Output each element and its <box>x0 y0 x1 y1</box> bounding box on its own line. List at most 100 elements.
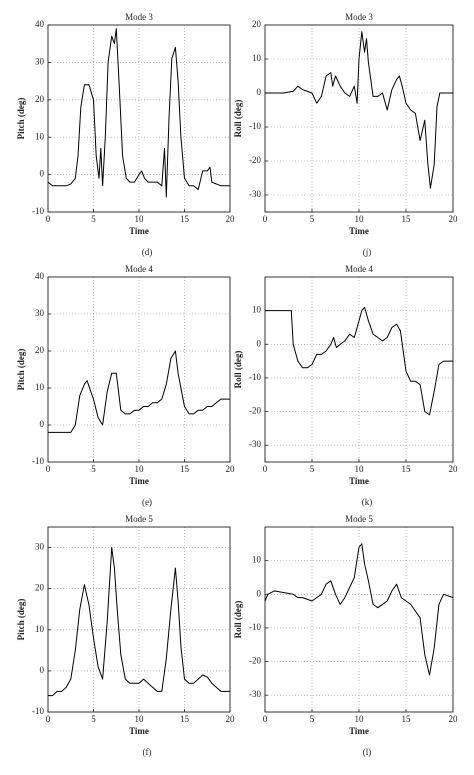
chart-title: Mode 3 <box>125 12 153 22</box>
x-tick-label: 15 <box>180 464 190 474</box>
x-axis-label: Time <box>129 226 149 236</box>
x-tick-label: 20 <box>449 464 459 474</box>
x-tick-label: 10 <box>135 464 145 474</box>
y-axis-label: Pitch (deg) <box>16 599 26 641</box>
x-tick-label: 0 <box>263 464 268 474</box>
x-tick-label: 5 <box>91 214 96 224</box>
y-tick-label: 10 <box>252 555 262 565</box>
x-tick-label: 5 <box>91 464 96 474</box>
plot-frame <box>47 276 231 463</box>
y-tick-label: 40 <box>35 271 45 281</box>
panel-caption: (e) <box>142 497 152 507</box>
y-tick-label: 0 <box>40 169 45 179</box>
y-tick-label: 0 <box>257 87 262 97</box>
plot-frame <box>264 276 454 463</box>
x-axis-label: Time <box>349 476 369 486</box>
panel-caption: (l) <box>363 747 372 757</box>
data-line <box>265 31 453 189</box>
y-tick-label: -10 <box>32 206 44 216</box>
chart-title: Mode 4 <box>125 264 153 274</box>
y-tick-label: -20 <box>249 155 261 165</box>
x-tick-label: 0 <box>263 714 268 724</box>
x-tick-label: 0 <box>46 714 51 724</box>
y-tick-label: -20 <box>249 656 261 666</box>
chart-title: Mode 5 <box>125 514 153 524</box>
x-axis-label: Time <box>129 726 149 736</box>
y-tick-label: 20 <box>35 583 45 593</box>
chart-title: Mode 3 <box>345 12 373 22</box>
y-tick-label: 10 <box>252 53 262 63</box>
x-tick-label: 15 <box>180 214 190 224</box>
data-line <box>48 547 230 697</box>
y-axis-label: Roll (deg) <box>233 601 243 639</box>
y-tick-label: 30 <box>35 308 45 318</box>
x-tick-label: 10 <box>355 214 365 224</box>
y-tick-label: 0 <box>257 338 262 348</box>
x-tick-label: 5 <box>91 714 96 724</box>
y-tick-label: 0 <box>40 665 45 675</box>
plot-frame <box>47 526 231 713</box>
y-axis-label: Roll (deg) <box>233 100 243 138</box>
x-tick-label: 5 <box>310 714 315 724</box>
x-tick-label: 20 <box>449 714 459 724</box>
y-tick-label: 0 <box>40 419 45 429</box>
x-tick-label: 15 <box>402 214 412 224</box>
panel-caption: (f) <box>143 747 152 757</box>
x-tick-label: 0 <box>46 464 51 474</box>
y-tick-label: 0 <box>257 588 262 598</box>
y-tick-label: 30 <box>35 542 45 552</box>
y-tick-label: 10 <box>252 305 262 315</box>
y-tick-label: -10 <box>249 121 261 131</box>
x-tick-label: 0 <box>46 214 51 224</box>
y-tick-label: -30 <box>249 689 261 699</box>
x-tick-label: 10 <box>355 714 365 724</box>
y-tick-label: -30 <box>249 189 261 199</box>
y-tick-label: -10 <box>32 706 44 716</box>
data-line <box>47 28 230 198</box>
y-tick-label: 10 <box>35 624 45 634</box>
x-axis-label: Time <box>349 726 369 736</box>
y-tick-label: 10 <box>35 131 45 141</box>
y-tick-label: -20 <box>249 406 261 416</box>
y-tick-label: 40 <box>35 19 45 29</box>
y-axis-label: Pitch (deg) <box>16 98 26 140</box>
y-tick-label: 20 <box>35 94 45 104</box>
x-tick-label: 10 <box>135 214 145 224</box>
x-tick-label: 5 <box>310 214 315 224</box>
y-tick-label: -10 <box>249 622 261 632</box>
y-tick-label: 30 <box>35 56 45 66</box>
x-tick-label: 20 <box>226 714 236 724</box>
x-tick-label: 5 <box>310 464 315 474</box>
panel-caption: (j) <box>363 247 372 257</box>
y-tick-label: 20 <box>252 19 262 29</box>
panel-caption: (d) <box>142 247 153 257</box>
x-tick-label: 0 <box>263 214 268 224</box>
data-line <box>48 350 230 433</box>
x-tick-label: 15 <box>402 714 412 724</box>
plot-frame <box>264 526 454 713</box>
x-tick-label: 20 <box>226 464 236 474</box>
plot-frame <box>47 24 231 213</box>
plot-frame <box>264 24 454 213</box>
data-line <box>264 543 454 676</box>
x-tick-label: 10 <box>355 464 365 474</box>
y-tick-label: -30 <box>249 439 261 449</box>
y-axis-label: Roll (deg) <box>233 351 243 389</box>
x-tick-label: 10 <box>135 714 145 724</box>
chart-title: Mode 5 <box>345 514 373 524</box>
x-axis-label: Time <box>129 476 149 486</box>
x-tick-label: 15 <box>180 714 190 724</box>
y-tick-label: 20 <box>35 345 45 355</box>
chart-title: Mode 4 <box>345 264 373 274</box>
x-tick-label: 20 <box>449 214 459 224</box>
y-tick-label: 10 <box>35 382 45 392</box>
panel-caption: (k) <box>362 497 373 507</box>
x-tick-label: 15 <box>402 464 412 474</box>
y-tick-label: -10 <box>32 456 44 466</box>
x-tick-label: 20 <box>226 214 236 224</box>
x-axis-label: Time <box>349 226 369 236</box>
y-axis-label: Pitch (deg) <box>16 349 26 391</box>
data-line <box>265 306 453 416</box>
y-tick-label: -10 <box>249 372 261 382</box>
